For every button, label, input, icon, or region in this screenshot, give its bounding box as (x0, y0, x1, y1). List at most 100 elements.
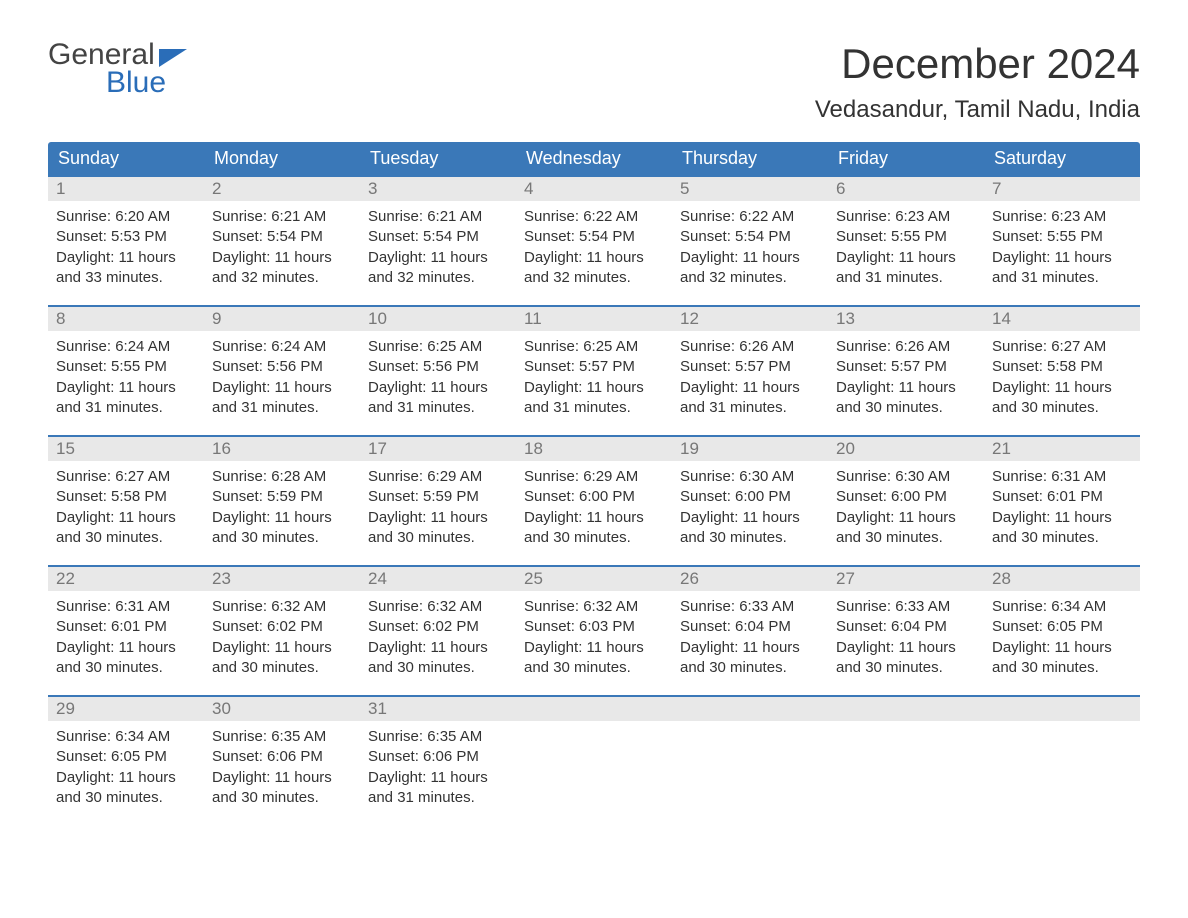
sunset-text: Sunset: 6:04 PM (836, 617, 976, 637)
daylight-line1: Daylight: 11 hours (524, 248, 664, 268)
day-number: 17 (360, 437, 516, 461)
day-content: Sunrise: 6:24 AMSunset: 5:55 PMDaylight:… (48, 331, 204, 424)
day-number: 30 (204, 697, 360, 721)
day-content: Sunrise: 6:35 AMSunset: 6:06 PMDaylight:… (204, 721, 360, 814)
calendar-day: 19Sunrise: 6:30 AMSunset: 6:00 PMDayligh… (672, 437, 828, 565)
daylight-line2: and 31 minutes. (836, 268, 976, 288)
daylight-line2: and 30 minutes. (680, 528, 820, 548)
sunrise-text: Sunrise: 6:22 AM (524, 207, 664, 227)
day-number: 18 (516, 437, 672, 461)
daylight-line2: and 30 minutes. (56, 528, 196, 548)
daylight-line2: and 33 minutes. (56, 268, 196, 288)
calendar-week: 1Sunrise: 6:20 AMSunset: 5:53 PMDaylight… (48, 175, 1140, 305)
sunset-text: Sunset: 5:56 PM (212, 357, 352, 377)
daylight-line1: Daylight: 11 hours (992, 638, 1132, 658)
calendar-day: 14Sunrise: 6:27 AMSunset: 5:58 PMDayligh… (984, 307, 1140, 435)
title-block: December 2024 Vedasandur, Tamil Nadu, In… (815, 40, 1140, 124)
daylight-line2: and 30 minutes. (836, 398, 976, 418)
calendar-day (672, 697, 828, 825)
sunrise-text: Sunrise: 6:30 AM (836, 467, 976, 487)
day-content: Sunrise: 6:21 AMSunset: 5:54 PMDaylight:… (360, 201, 516, 294)
day-number: 28 (984, 567, 1140, 591)
sunset-text: Sunset: 5:55 PM (836, 227, 976, 247)
daylight-line2: and 32 minutes. (368, 268, 508, 288)
calendar-day: 4Sunrise: 6:22 AMSunset: 5:54 PMDaylight… (516, 177, 672, 305)
sunrise-text: Sunrise: 6:28 AM (212, 467, 352, 487)
sunset-text: Sunset: 5:57 PM (524, 357, 664, 377)
day-content: Sunrise: 6:20 AMSunset: 5:53 PMDaylight:… (48, 201, 204, 294)
day-content: Sunrise: 6:32 AMSunset: 6:03 PMDaylight:… (516, 591, 672, 684)
sunset-text: Sunset: 6:00 PM (524, 487, 664, 507)
day-content: Sunrise: 6:29 AMSunset: 6:00 PMDaylight:… (516, 461, 672, 554)
calendar-day: 10Sunrise: 6:25 AMSunset: 5:56 PMDayligh… (360, 307, 516, 435)
daylight-line1: Daylight: 11 hours (524, 508, 664, 528)
calendar-day: 5Sunrise: 6:22 AMSunset: 5:54 PMDaylight… (672, 177, 828, 305)
daylight-line2: and 32 minutes. (212, 268, 352, 288)
calendar-day: 9Sunrise: 6:24 AMSunset: 5:56 PMDaylight… (204, 307, 360, 435)
calendar-day: 2Sunrise: 6:21 AMSunset: 5:54 PMDaylight… (204, 177, 360, 305)
day-content: Sunrise: 6:31 AMSunset: 6:01 PMDaylight:… (48, 591, 204, 684)
daylight-line2: and 30 minutes. (212, 788, 352, 808)
daylight-line2: and 30 minutes. (212, 528, 352, 548)
day-content: Sunrise: 6:22 AMSunset: 5:54 PMDaylight:… (672, 201, 828, 294)
day-number: 6 (828, 177, 984, 201)
day-content: Sunrise: 6:32 AMSunset: 6:02 PMDaylight:… (204, 591, 360, 684)
daylight-line1: Daylight: 11 hours (368, 768, 508, 788)
calendar-day: 3Sunrise: 6:21 AMSunset: 5:54 PMDaylight… (360, 177, 516, 305)
daylight-line1: Daylight: 11 hours (524, 378, 664, 398)
daylight-line1: Daylight: 11 hours (368, 248, 508, 268)
day-content: Sunrise: 6:30 AMSunset: 6:00 PMDaylight:… (672, 461, 828, 554)
weekday-label: Thursday (672, 142, 828, 175)
calendar-day: 31Sunrise: 6:35 AMSunset: 6:06 PMDayligh… (360, 697, 516, 825)
day-content: Sunrise: 6:34 AMSunset: 6:05 PMDaylight:… (984, 591, 1140, 684)
sunrise-text: Sunrise: 6:23 AM (992, 207, 1132, 227)
daylight-line1: Daylight: 11 hours (680, 638, 820, 658)
day-content: Sunrise: 6:29 AMSunset: 5:59 PMDaylight:… (360, 461, 516, 554)
day-number: 29 (48, 697, 204, 721)
day-number: 31 (360, 697, 516, 721)
day-content: Sunrise: 6:35 AMSunset: 6:06 PMDaylight:… (360, 721, 516, 814)
calendar-week: 22Sunrise: 6:31 AMSunset: 6:01 PMDayligh… (48, 565, 1140, 695)
day-number: 11 (516, 307, 672, 331)
calendar-day: 25Sunrise: 6:32 AMSunset: 6:03 PMDayligh… (516, 567, 672, 695)
day-content: Sunrise: 6:27 AMSunset: 5:58 PMDaylight:… (48, 461, 204, 554)
sunrise-text: Sunrise: 6:31 AM (56, 597, 196, 617)
day-content: Sunrise: 6:30 AMSunset: 6:00 PMDaylight:… (828, 461, 984, 554)
location-text: Vedasandur, Tamil Nadu, India (815, 96, 1140, 124)
day-number: 25 (516, 567, 672, 591)
calendar-day: 27Sunrise: 6:33 AMSunset: 6:04 PMDayligh… (828, 567, 984, 695)
daylight-line2: and 30 minutes. (524, 528, 664, 548)
sunrise-text: Sunrise: 6:26 AM (836, 337, 976, 357)
calendar-week: 29Sunrise: 6:34 AMSunset: 6:05 PMDayligh… (48, 695, 1140, 825)
daylight-line1: Daylight: 11 hours (212, 248, 352, 268)
page-header: General Blue December 2024 Vedasandur, T… (48, 40, 1140, 124)
logo-word2: Blue (48, 68, 187, 98)
day-content: Sunrise: 6:34 AMSunset: 6:05 PMDaylight:… (48, 721, 204, 814)
calendar-day: 8Sunrise: 6:24 AMSunset: 5:55 PMDaylight… (48, 307, 204, 435)
daylight-line2: and 30 minutes. (992, 528, 1132, 548)
day-number: 5 (672, 177, 828, 201)
calendar-day: 11Sunrise: 6:25 AMSunset: 5:57 PMDayligh… (516, 307, 672, 435)
day-content: Sunrise: 6:24 AMSunset: 5:56 PMDaylight:… (204, 331, 360, 424)
daylight-line2: and 32 minutes. (524, 268, 664, 288)
sunrise-text: Sunrise: 6:33 AM (836, 597, 976, 617)
sunset-text: Sunset: 6:06 PM (368, 747, 508, 767)
daylight-line2: and 30 minutes. (680, 658, 820, 678)
sunset-text: Sunset: 6:02 PM (368, 617, 508, 637)
calendar-day: 16Sunrise: 6:28 AMSunset: 5:59 PMDayligh… (204, 437, 360, 565)
sunset-text: Sunset: 6:04 PM (680, 617, 820, 637)
daylight-line2: and 30 minutes. (368, 528, 508, 548)
daylight-line1: Daylight: 11 hours (680, 508, 820, 528)
day-number: 26 (672, 567, 828, 591)
day-number: 7 (984, 177, 1140, 201)
day-number (828, 697, 984, 721)
daylight-line1: Daylight: 11 hours (992, 378, 1132, 398)
weekday-label: Saturday (984, 142, 1140, 175)
daylight-line1: Daylight: 11 hours (368, 638, 508, 658)
calendar-day: 15Sunrise: 6:27 AMSunset: 5:58 PMDayligh… (48, 437, 204, 565)
calendar-week: 8Sunrise: 6:24 AMSunset: 5:55 PMDaylight… (48, 305, 1140, 435)
sunrise-text: Sunrise: 6:27 AM (56, 467, 196, 487)
day-number: 9 (204, 307, 360, 331)
calendar-day (516, 697, 672, 825)
daylight-line1: Daylight: 11 hours (680, 248, 820, 268)
